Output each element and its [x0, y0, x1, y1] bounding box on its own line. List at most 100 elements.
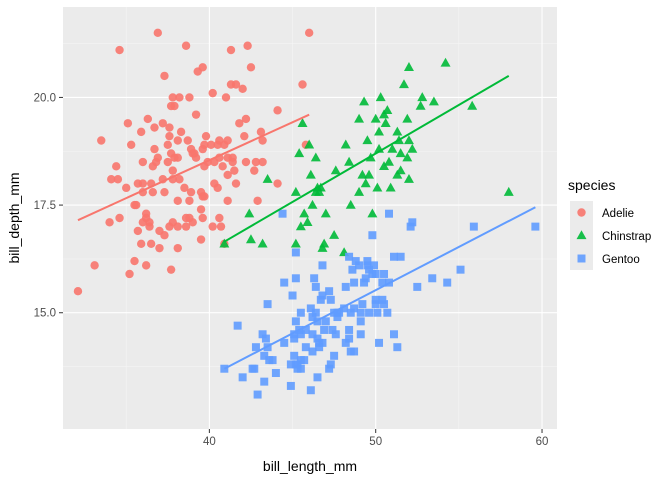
adelie-point	[186, 187, 196, 197]
adelie-point	[215, 213, 224, 223]
chinstrap-point	[384, 156, 394, 166]
gentoo-point	[456, 265, 465, 274]
legend-title: species	[568, 177, 615, 193]
chinstrap-point	[344, 156, 355, 166]
adelie-point	[141, 261, 151, 270]
gentoo-point	[363, 261, 372, 270]
adelie-point	[231, 179, 241, 188]
gentoo-point	[311, 308, 320, 317]
gentoo-point	[360, 278, 369, 287]
legend-label-adelie: Adelie	[602, 208, 634, 220]
gentoo-point	[308, 313, 317, 322]
chinstrap-point	[360, 178, 371, 188]
chinstrap-point	[320, 208, 331, 218]
chinstrap-point	[359, 96, 370, 106]
adelie-point	[145, 218, 154, 227]
gentoo-point	[331, 330, 340, 339]
chinstrap-point	[244, 208, 255, 218]
chinstrap-point	[372, 182, 383, 192]
axes: 40 50 60 15.0 17.5 20.0	[34, 92, 549, 448]
adelie-point	[112, 162, 121, 171]
adelie-point	[130, 256, 139, 266]
chinstrap-point	[374, 126, 385, 136]
adelie-point	[163, 140, 172, 149]
adelie-point	[173, 222, 182, 231]
adelie-fit-line	[77, 113, 310, 222]
gentoo-point	[346, 308, 355, 317]
adelie-point	[160, 71, 169, 81]
adelie-point	[148, 187, 158, 197]
gentoo-point	[301, 343, 310, 352]
gentoo-point	[371, 295, 380, 304]
gentoo-point	[371, 300, 380, 309]
gentoo-point	[351, 257, 360, 266]
adelie-point	[181, 41, 191, 50]
chinstrap-point	[310, 152, 321, 162]
gentoo-point	[286, 381, 295, 390]
chinstrap-point	[294, 148, 305, 158]
plot-area	[73, 28, 540, 399]
gentoo-point	[260, 351, 269, 360]
adelie-point	[123, 119, 133, 128]
adelie-point	[243, 41, 252, 50]
legend-label-chinstrap: Chinstrap	[602, 231, 651, 243]
adelie-point	[201, 131, 211, 141]
gentoo-point	[290, 330, 299, 339]
adelie-point	[125, 269, 134, 279]
adelie-point	[136, 239, 146, 249]
gentoo-point	[358, 300, 367, 309]
gentoo-point	[300, 356, 309, 365]
gentoo-point	[296, 364, 305, 373]
gentoo-point	[363, 257, 372, 266]
chinstrap-point	[403, 173, 414, 183]
adelie-point	[223, 170, 232, 180]
gentoo-point	[350, 278, 359, 287]
chinstrap-point	[417, 92, 428, 102]
y-tick-label: 17.5	[34, 200, 56, 212]
gentoo-point	[251, 343, 260, 352]
chinstrap-point	[385, 182, 396, 192]
adelie-point	[240, 131, 249, 141]
chinstrap-point	[440, 57, 451, 67]
chinstrap-point	[415, 100, 426, 110]
gentoo-point	[315, 343, 324, 352]
gentoo-point	[443, 278, 452, 287]
chinstrap-point	[307, 199, 318, 209]
adelie-point	[166, 265, 176, 274]
chinstrap-point	[380, 118, 391, 127]
adelie-point	[241, 114, 251, 124]
gentoo-point	[280, 338, 289, 347]
adelie-point	[153, 153, 163, 162]
adelie-point	[173, 136, 182, 145]
gentoo-point	[428, 274, 437, 283]
gentoo-point	[335, 308, 344, 317]
adelie-point	[138, 157, 148, 167]
chinstrap-point	[295, 221, 306, 231]
adelie-point	[208, 222, 217, 231]
legend-symbol-gentoo	[577, 254, 586, 263]
adelie-point	[213, 183, 222, 193]
adelie-point	[273, 179, 282, 188]
chinstrap-point	[357, 169, 368, 179]
chinstrap-point	[367, 208, 378, 218]
gentoo-point	[313, 334, 322, 343]
gentoo-point	[406, 222, 415, 231]
gentoo-point	[396, 252, 405, 261]
adelie-point	[181, 222, 191, 231]
gentoo-point	[290, 351, 299, 360]
gentoo-point	[296, 308, 305, 317]
gentoo-point	[356, 317, 365, 326]
adelie-point	[176, 127, 186, 137]
gentoo-point	[385, 209, 393, 218]
gentoo-point	[355, 261, 364, 270]
chinstrap-point	[375, 92, 386, 102]
chinstrap-point	[319, 238, 330, 248]
y-axis-title: bill_depth_mm	[6, 172, 22, 263]
adelie-point	[200, 192, 209, 201]
gentoo-point	[271, 369, 280, 378]
adelie-point	[136, 127, 146, 137]
legend: species Adelie Chinstrap Gentoo	[568, 177, 651, 270]
adelie-point	[150, 144, 159, 154]
adelie-point	[115, 213, 124, 223]
gentoo-point	[413, 282, 422, 291]
